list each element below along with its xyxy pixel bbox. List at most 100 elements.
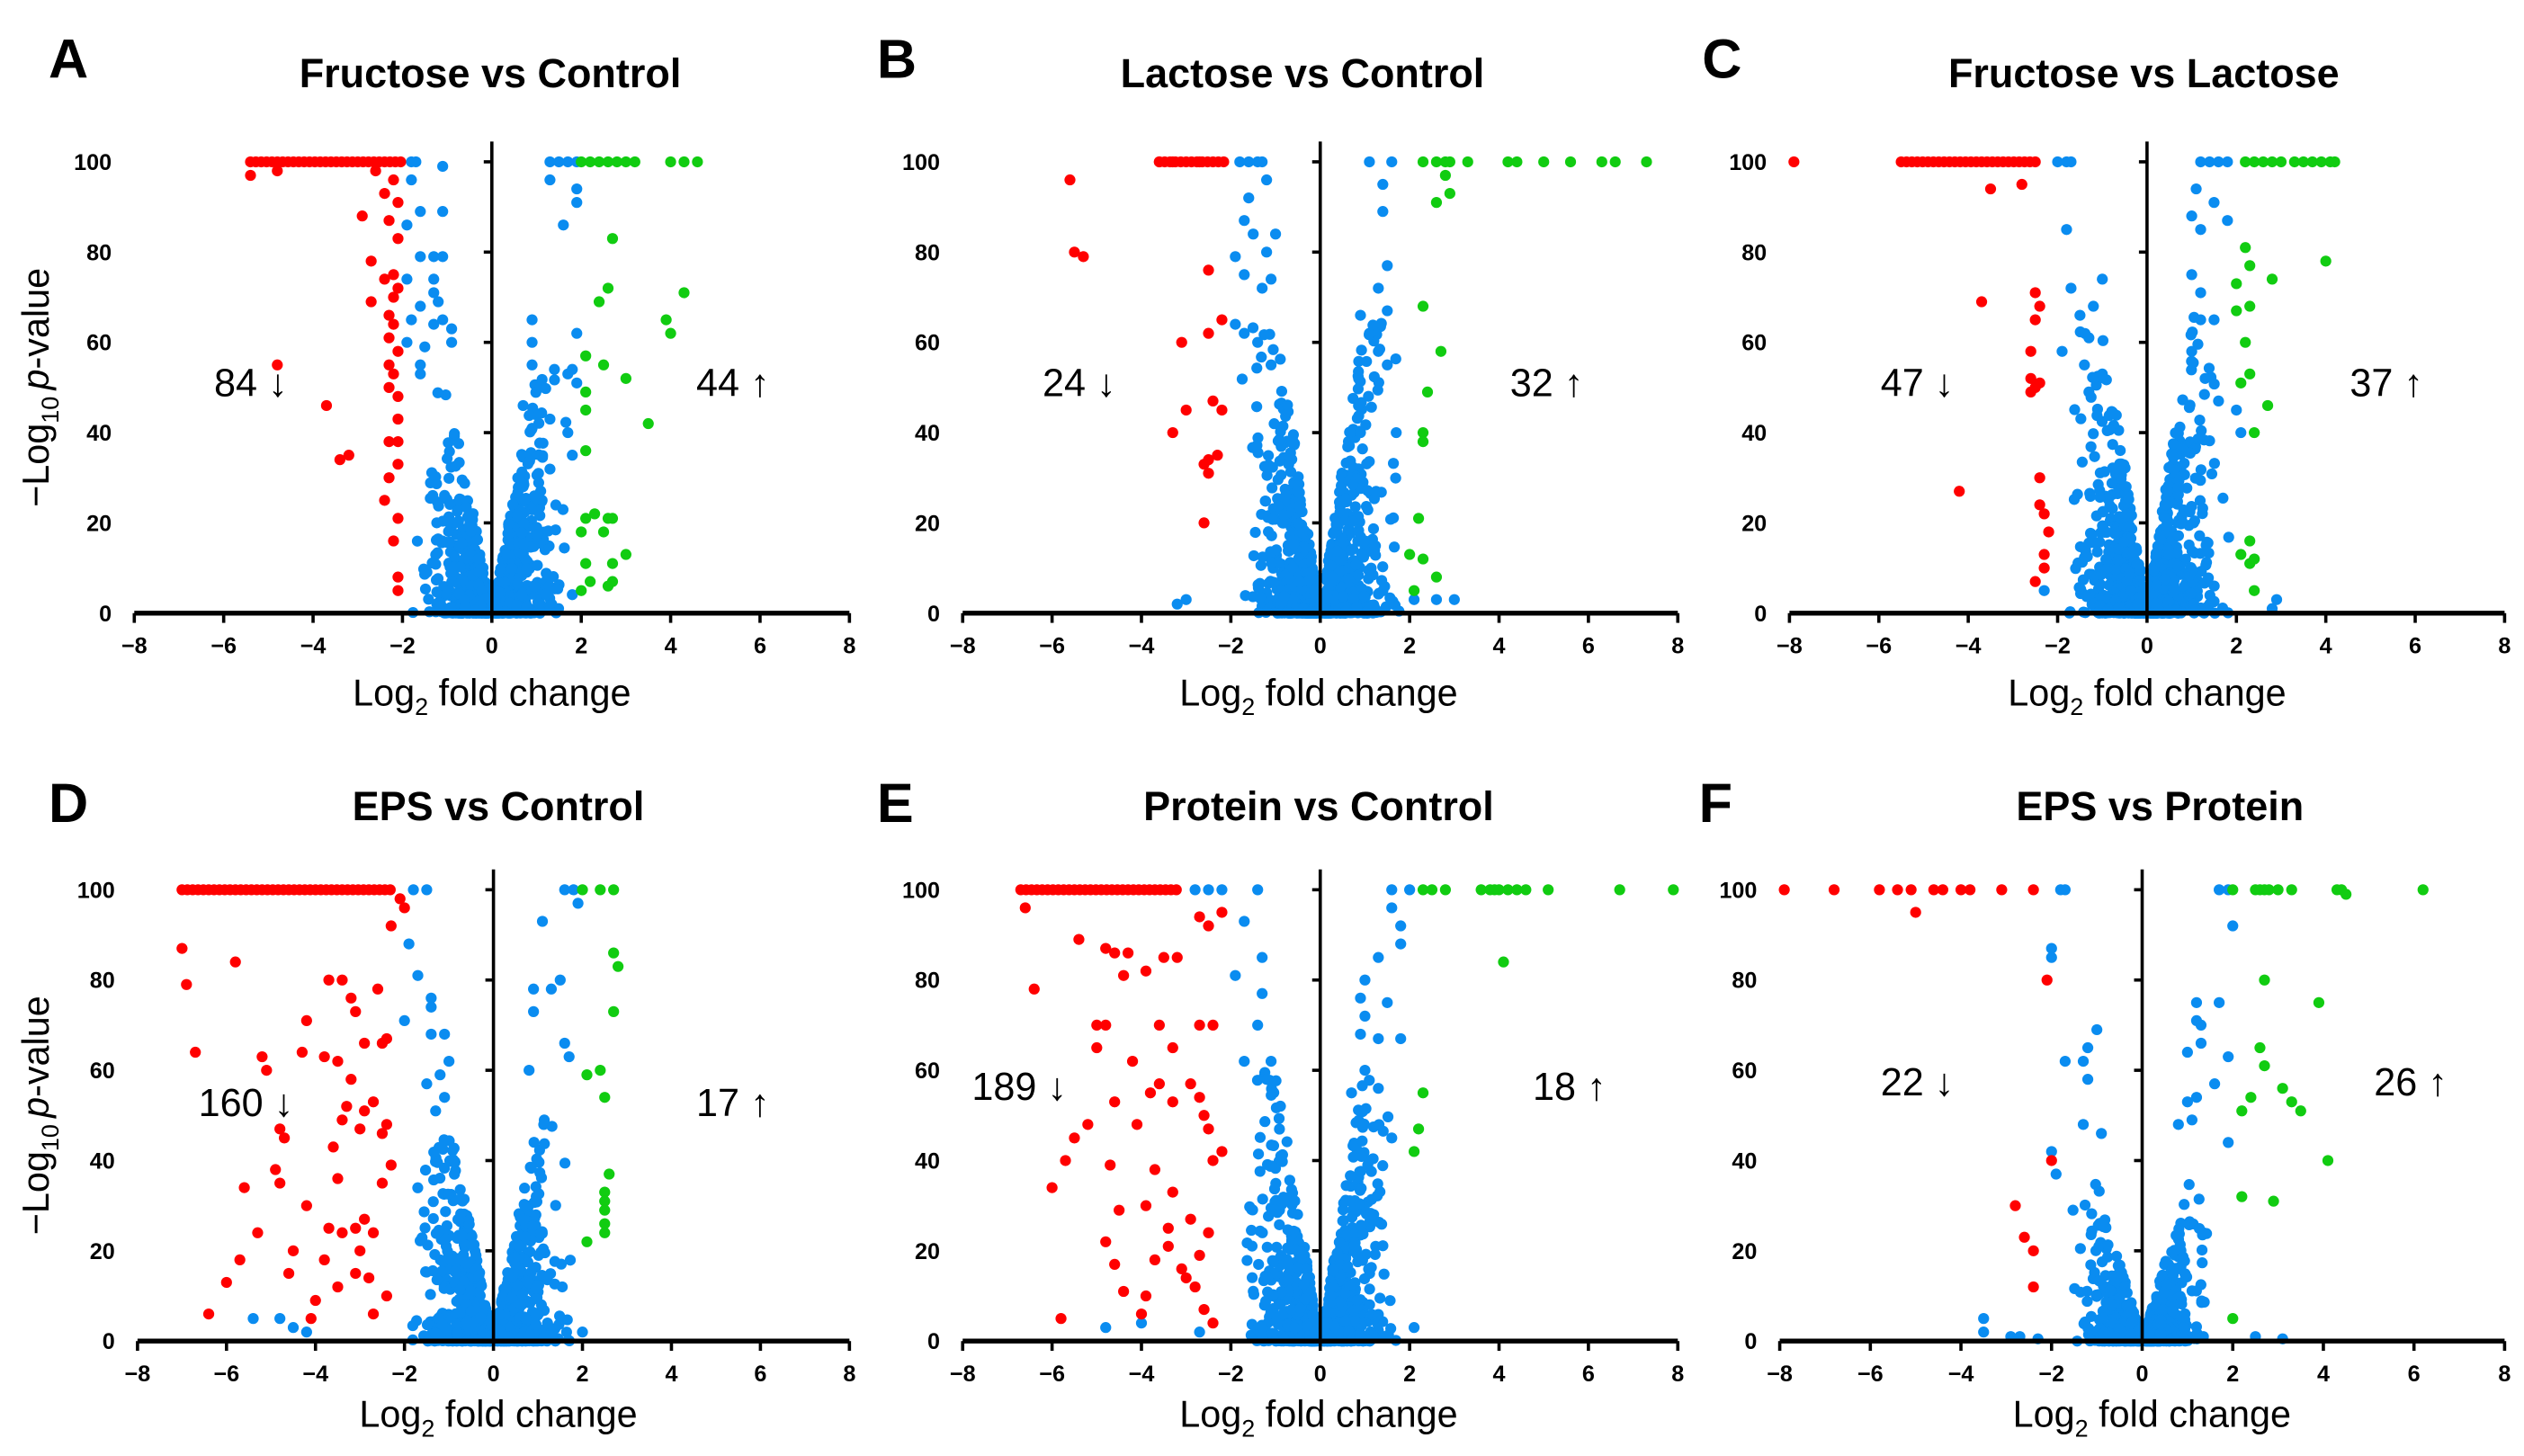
- y-axis-label-rest: -value: [15, 996, 57, 1097]
- ns-point: [2099, 466, 2110, 478]
- up-regulated-point: [1412, 513, 1425, 524]
- ns-point: [475, 1311, 487, 1323]
- up-regulated-point: [642, 417, 654, 430]
- ns-point: [512, 510, 524, 522]
- ns-point: [2185, 329, 2197, 341]
- ns-point: [1251, 401, 1263, 413]
- ns-point: [2123, 494, 2135, 505]
- down-regulated-point: [300, 1014, 312, 1027]
- ns-point: [2150, 597, 2162, 610]
- ns-point: [471, 534, 483, 546]
- down-regulated-point: [318, 1254, 330, 1265]
- ns-point: [571, 183, 583, 195]
- down-regulated-point: [354, 1123, 366, 1135]
- ns-point: [2100, 553, 2112, 566]
- ns-point: [1272, 435, 1284, 447]
- ns-point: [444, 602, 457, 613]
- down-regulated-point: [380, 1290, 393, 1302]
- ns-point: [1292, 1209, 1303, 1220]
- ns-point: [1377, 178, 1389, 191]
- down-regulated-point: [392, 459, 404, 470]
- ns-point: [542, 525, 554, 537]
- ns-point: [2186, 210, 2197, 222]
- ns-point: [509, 1252, 521, 1264]
- ns-point: [428, 318, 440, 330]
- y-axis-label: −Log10p-value: [15, 996, 64, 1235]
- ns-point: [1286, 562, 1299, 574]
- x-axis-label-subscript: 2: [2070, 693, 2083, 720]
- y-tick-label: 80: [915, 240, 940, 265]
- ns-point: [1386, 156, 1398, 168]
- ns-point: [1234, 156, 1246, 168]
- x-tick-label: −4: [1956, 634, 1982, 659]
- down-regulated-point: [2038, 549, 2050, 560]
- ns-point: [2115, 444, 2126, 457]
- ns-point: [440, 1233, 452, 1246]
- ns-point: [2121, 575, 2133, 586]
- up-regulated-point: [2329, 156, 2341, 168]
- ns-point: [553, 1310, 566, 1322]
- x-axis-label-rest: fold change: [428, 672, 631, 713]
- ns-point: [2113, 602, 2125, 613]
- ns-point: [533, 597, 545, 609]
- up-regulated-point: [580, 386, 592, 398]
- ns-point: [432, 1157, 443, 1168]
- up-regulated-point: [2249, 553, 2260, 565]
- y-tick-label: 60: [915, 331, 940, 356]
- down-regulated-point: [350, 1005, 362, 1017]
- ns-point: [1246, 1224, 1258, 1237]
- ns-point: [419, 583, 432, 595]
- up-regulated-point: [593, 296, 605, 308]
- ns-point: [449, 428, 461, 440]
- ns-point: [506, 1272, 518, 1283]
- down-regulated-point: [202, 1308, 215, 1320]
- ns-point: [2088, 300, 2099, 312]
- down-regulated-point: [1198, 517, 1210, 529]
- ns-point: [1362, 504, 1374, 516]
- ns-point: [1364, 456, 1375, 468]
- ns-point: [1364, 1299, 1375, 1310]
- ns-point: [519, 1201, 531, 1212]
- up-regulated-point: [1444, 187, 1455, 200]
- ns-point: [1337, 591, 1349, 603]
- ns-point: [562, 156, 574, 168]
- down-regulated-point: [323, 974, 335, 986]
- up-regulated-point: [2315, 156, 2327, 168]
- up-regulated-point: [595, 1064, 606, 1076]
- ns-point: [2150, 548, 2162, 559]
- ns-point: [2195, 314, 2206, 326]
- down-count-label: 160 ↓: [199, 1082, 294, 1125]
- ns-point: [1327, 571, 1338, 584]
- ns-point: [1239, 269, 1250, 281]
- ns-point: [1345, 544, 1357, 557]
- up-regulated-point: [2275, 156, 2287, 168]
- ns-point: [533, 449, 545, 460]
- ns-point: [415, 206, 426, 218]
- up-regulated-point: [612, 960, 624, 972]
- up-regulated-point: [1408, 585, 1420, 596]
- ns-point: [1236, 373, 1249, 385]
- down-regulated-point: [2034, 472, 2045, 484]
- up-regulated-point: [1417, 553, 1429, 565]
- x-tick-label: −6: [213, 1362, 239, 1387]
- ns-point: [1331, 545, 1343, 557]
- up-regulated-point: [1404, 549, 1416, 560]
- ns-point: [1265, 576, 1276, 587]
- x-axis-label-rest: fold change: [2083, 672, 2286, 713]
- y-tick-label: 80: [90, 969, 115, 994]
- down-regulated-point: [362, 1272, 375, 1284]
- ns-point: [543, 580, 555, 592]
- ns-point: [1239, 215, 1250, 227]
- ns-point: [2120, 508, 2133, 520]
- ns-point: [1253, 1258, 1265, 1271]
- ns-point: [2195, 475, 2206, 487]
- ns-point: [2223, 531, 2234, 543]
- down-regulated-point: [279, 1132, 291, 1144]
- up-regulated-point: [2288, 156, 2300, 168]
- ns-point: [1342, 441, 1354, 452]
- ns-point: [530, 1209, 541, 1220]
- ns-point: [2235, 426, 2247, 439]
- ns-point: [2181, 482, 2193, 494]
- ns-point: [544, 156, 556, 168]
- x-tick-label: 0: [488, 1362, 500, 1387]
